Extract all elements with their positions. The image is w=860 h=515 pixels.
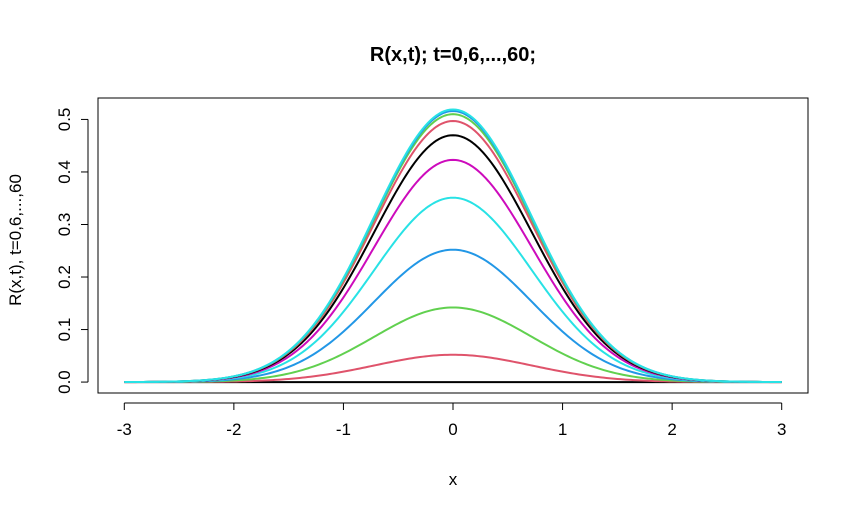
x-axis-title: x bbox=[449, 470, 458, 489]
y-tick-label: 0.5 bbox=[55, 108, 74, 132]
plot-frame bbox=[97, 97, 809, 394]
series-line-t30 bbox=[124, 158, 782, 384]
series-line-t36 bbox=[124, 134, 782, 384]
x-tick-label: -1 bbox=[336, 420, 351, 439]
y-tick-label: 0.3 bbox=[55, 213, 74, 237]
chart-title: R(x,t); t=0,6,...,60; bbox=[370, 44, 536, 66]
series-line-t54 bbox=[124, 110, 782, 384]
y-tick-label: 0.0 bbox=[55, 370, 74, 394]
series-line-t48 bbox=[124, 113, 782, 384]
x-tick-label: 0 bbox=[448, 420, 457, 439]
series-line-t60 bbox=[124, 108, 782, 384]
series-lines bbox=[124, 108, 782, 384]
y-axis-title: R(x,t), t=0,6,...,60 bbox=[6, 174, 25, 306]
series-line-t18 bbox=[124, 248, 782, 384]
y-tick-label: 0.1 bbox=[55, 318, 74, 342]
series-line-t12 bbox=[124, 306, 782, 384]
x-tick-label: 2 bbox=[667, 420, 676, 439]
y-tick-label: 0.4 bbox=[55, 160, 74, 184]
x-tick-label: 1 bbox=[558, 420, 567, 439]
x-tick-label: 3 bbox=[777, 420, 786, 439]
axes: -3 -2 -1 0 1 2 3 0.0 0.1 0.2 0.3 0.4 0.5 bbox=[55, 97, 809, 439]
y-tick-label: 0.2 bbox=[55, 265, 74, 289]
x-tick-label: -2 bbox=[226, 420, 241, 439]
x-tick-label: -3 bbox=[117, 420, 132, 439]
